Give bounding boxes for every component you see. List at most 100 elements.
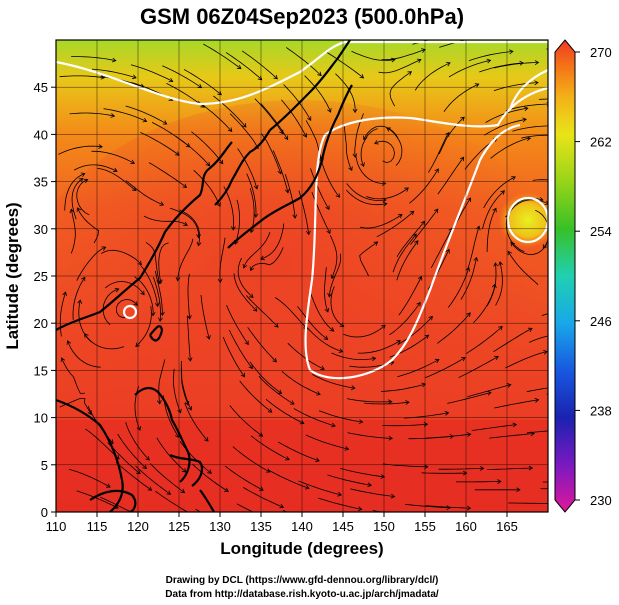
streamline-arrow <box>292 214 298 219</box>
streamline-arrow <box>197 83 203 89</box>
streamline <box>246 173 257 218</box>
streamline <box>526 430 548 434</box>
streamline-arrow <box>249 293 254 299</box>
streamline-arrow <box>516 487 521 493</box>
streamline-arrow <box>196 234 201 239</box>
streamline <box>512 125 548 132</box>
streamline-arrow <box>446 505 451 511</box>
y-tick-label: 30 <box>34 222 48 237</box>
streamline-arrow <box>322 522 326 526</box>
streamline-arrow <box>242 263 248 269</box>
streamline <box>183 69 222 96</box>
streamline <box>448 59 491 78</box>
streamline <box>285 47 322 76</box>
streamline <box>330 286 344 327</box>
x-tick-label: 135 <box>250 519 272 534</box>
streamline <box>386 127 403 166</box>
streamline-arrow <box>338 348 344 353</box>
streamline-arrow <box>101 246 107 251</box>
streamline-arrow <box>404 187 409 192</box>
streamline-arrow <box>241 123 247 128</box>
streamline <box>427 132 450 173</box>
streamline-arrow <box>274 323 279 328</box>
streamline-arrow <box>187 357 193 362</box>
streamline-arrow <box>80 172 86 178</box>
streamline <box>191 131 224 164</box>
streamline-arrow <box>87 410 92 416</box>
streamline <box>467 384 511 398</box>
streamline-arrow <box>512 422 518 428</box>
streamline-arrow <box>507 250 512 256</box>
streamline-arrow <box>348 166 353 172</box>
x-tick-label: 115 <box>87 519 108 534</box>
streamline-arrow <box>158 317 163 322</box>
streamline-arrow <box>100 74 106 80</box>
streamline <box>505 351 548 369</box>
streamline <box>175 135 210 167</box>
streamline <box>430 227 453 269</box>
streamline-arrow <box>581 318 585 322</box>
streamline-arrow <box>316 391 321 396</box>
streamline <box>149 463 185 493</box>
streamline-arrow <box>465 266 471 272</box>
streamline-arrow <box>331 422 336 428</box>
streamline <box>58 145 103 155</box>
streamline-arrow <box>147 486 153 491</box>
streamline-arrow <box>231 527 235 531</box>
streamline-arrow <box>290 400 295 405</box>
streamline-arrow <box>360 162 365 168</box>
colorbar-bar <box>554 39 576 513</box>
streamline-arrow <box>428 315 433 321</box>
map-grid <box>56 40 548 512</box>
streamline-arrow <box>466 505 472 511</box>
streamline-arrow <box>528 465 534 471</box>
streamline <box>192 463 229 492</box>
streamline <box>397 359 440 378</box>
streamline-arrow <box>542 244 548 249</box>
streamline <box>224 465 264 491</box>
x-tick-label: 140 <box>291 519 313 534</box>
streamline <box>76 179 90 216</box>
streamline <box>258 375 295 405</box>
streamline-arrow <box>479 35 483 39</box>
streamline <box>360 214 403 229</box>
streamline-arrow <box>258 432 264 437</box>
streamline-arrow <box>279 503 285 509</box>
streamline <box>265 398 304 424</box>
streamline-arrow <box>227 127 233 132</box>
x-tick-label: 145 <box>332 519 354 534</box>
streamline <box>187 273 191 319</box>
y-tick-label: 35 <box>34 175 48 190</box>
streamline-arrow <box>236 64 242 70</box>
streamline <box>493 82 539 92</box>
streamline <box>172 368 181 413</box>
streamline-arrow <box>183 221 188 226</box>
streamline-arrow <box>204 437 209 442</box>
streamline-arrow <box>317 71 322 77</box>
streamline-arrow <box>479 466 485 471</box>
streamline <box>169 207 200 238</box>
streamline <box>305 326 343 353</box>
streamline-arrow <box>323 335 329 340</box>
streamline-arrow <box>486 390 492 396</box>
streamline-arrow <box>186 315 192 320</box>
streamline-arrow <box>460 116 465 122</box>
streamline <box>293 408 336 427</box>
streamline-arrow <box>461 357 466 362</box>
streamline-arrow <box>374 140 379 145</box>
streamline-arrow <box>110 113 116 118</box>
streamline-arrow <box>84 333 89 338</box>
streamline <box>482 190 505 230</box>
streamline <box>447 392 492 404</box>
y-tick-label: 40 <box>34 127 48 142</box>
streamline-arrow <box>352 108 358 114</box>
streamline-arrow <box>381 181 387 186</box>
streamline-arrow <box>466 312 471 317</box>
streamline <box>495 261 503 306</box>
streamline-arrow <box>76 207 82 212</box>
streamline-arrow <box>373 241 379 246</box>
streamline-arrow <box>409 210 415 216</box>
streamline <box>425 505 471 509</box>
streamline-arrow <box>114 287 120 293</box>
